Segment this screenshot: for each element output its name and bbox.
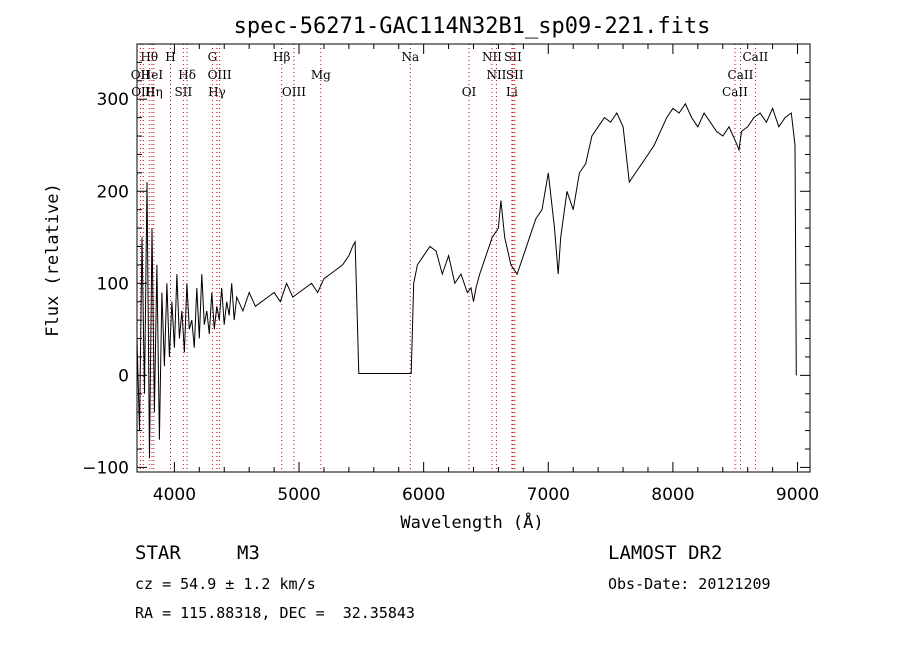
spectral-line-label: NII	[482, 50, 502, 64]
spectral-line-label: Hβ	[273, 50, 290, 64]
y-tick-label: 300	[97, 90, 129, 110]
spectral-line-label: Hγ	[208, 85, 226, 99]
spectral-line-label: HeI	[141, 68, 164, 82]
spectral-line-label: SII	[175, 85, 193, 99]
y-tick-label: −100	[82, 458, 129, 478]
spectral-lines: HθOIIOIIIHeIHηHHδSIIGOIIIHγHβOIIIMgNaOIN…	[131, 44, 769, 472]
spectral-line-label: Hη	[145, 85, 163, 99]
spectral-line-label: OII	[131, 68, 151, 82]
object-subclass: M3	[237, 542, 260, 564]
spectrum-curve	[136, 102, 797, 459]
x-tick-label: 6000	[402, 485, 445, 505]
x-tick-label: 9000	[776, 485, 819, 505]
spectral-line-label: Hδ	[178, 68, 196, 82]
x-tick-label: 8000	[651, 485, 694, 505]
spectral-line-label: OIII	[208, 68, 232, 82]
axis-ticks: 4000 5000 6000 7000 8000 9000 −100 0 100 200 300	[82, 44, 819, 505]
spectrum-chart: spec-56271-GAC114N32B1_sp09-221.fits HθO…	[43, 14, 819, 533]
redshift-info: cz = 54.9 ± 1.2 km/s	[135, 575, 316, 593]
spectral-line-label: NII	[486, 68, 506, 82]
spectral-line-label: H	[165, 50, 175, 64]
x-tick-label: 5000	[277, 485, 320, 505]
y-axis-label: Flux (relative)	[43, 183, 63, 337]
plot-frame	[136, 43, 811, 473]
coordinates: RA = 115.88318, DEC = 32.35843	[135, 604, 415, 622]
chart-title: spec-56271-GAC114N32B1_sp09-221.fits	[234, 14, 711, 39]
spectral-line-label: CaII	[742, 50, 768, 64]
spectral-line-label: Na	[401, 50, 419, 64]
y-tick-label: 0	[118, 366, 129, 386]
spectral-line-label: Li	[506, 85, 518, 99]
spectral-line-label: G	[208, 50, 218, 64]
spectral-line-label: SII	[504, 50, 522, 64]
spectral-line-label: OI	[462, 85, 477, 99]
spectral-line-label: SII	[506, 68, 524, 82]
spectral-line-label: CaII	[722, 85, 748, 99]
x-tick-label: 4000	[153, 485, 196, 505]
observation-date: Obs-Date: 20121209	[608, 575, 771, 593]
spectral-line-label: Mg	[311, 68, 331, 82]
spectral-line-label: CaII	[728, 68, 754, 82]
spectral-line-label: OIII	[282, 85, 306, 99]
survey-name: LAMOST DR2	[608, 542, 723, 564]
y-tick-label: 200	[97, 182, 129, 202]
x-axis-label: Wavelength (Å)	[400, 511, 543, 533]
object-type: STAR	[135, 542, 181, 564]
y-tick-label: 100	[97, 274, 129, 294]
x-tick-label: 7000	[527, 485, 570, 505]
